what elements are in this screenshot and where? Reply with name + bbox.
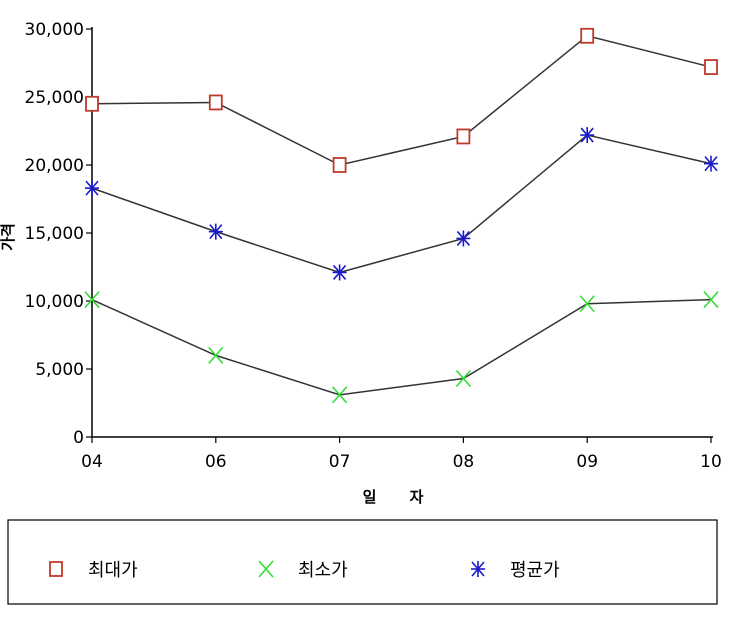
y-tick-label: 10,000 (25, 292, 84, 312)
chart-axes: 0 5,000 10,000 15,000 20,000 25,000 30,000 04 06… (25, 20, 722, 472)
y-axis-title: 가격 (0, 223, 17, 251)
y-tick-label: 15,000 (25, 224, 84, 244)
series-markers (84, 27, 719, 404)
y-tick-label: 25,000 (25, 88, 84, 108)
y-tick-label: 30,000 (25, 20, 84, 40)
data-point-0 (208, 94, 223, 111)
legend-label: 최소가 (298, 560, 348, 581)
legend-marker-0 (49, 561, 63, 577)
data-point-2 (704, 155, 718, 172)
x-tick-label: 07 (329, 452, 351, 472)
y-tick-label: 20,000 (25, 156, 84, 176)
data-point-2 (580, 127, 595, 144)
series-line-1 (91, 298, 712, 396)
legend-label: 최대가 (88, 560, 138, 581)
series-lines (91, 34, 712, 396)
data-point-0 (332, 157, 347, 173)
y-tick-label: 5,000 (35, 360, 84, 380)
x-tick-label: 10 (700, 452, 722, 472)
legend-marker-2 (471, 561, 485, 577)
legend-box (7, 519, 718, 605)
data-point-1 (208, 346, 224, 364)
data-point-2 (208, 223, 223, 240)
series-line-2 (91, 134, 712, 274)
data-point-1 (703, 291, 719, 309)
data-point-1 (331, 386, 348, 404)
data-point-2 (85, 180, 99, 197)
legend-marker-1 (258, 560, 274, 578)
data-point-1 (84, 291, 100, 309)
x-tick-label: 06 (205, 452, 227, 472)
data-point-1 (579, 295, 595, 313)
legend-label: 평균가 (510, 560, 560, 581)
data-point-2 (332, 264, 347, 281)
data-point-0 (456, 128, 471, 145)
legend: 최대가 최소가 평균가 (49, 560, 560, 581)
y-tick-label: 0 (73, 428, 84, 448)
series-line-0 (91, 34, 712, 166)
data-point-2 (456, 230, 471, 247)
x-tick-label: 08 (453, 452, 475, 472)
x-tick-label: 04 (81, 452, 103, 472)
data-point-0 (580, 27, 595, 44)
data-point-1 (455, 369, 472, 388)
data-point-0 (85, 95, 99, 112)
x-tick-label: 09 (576, 452, 598, 472)
data-point-0 (704, 59, 718, 75)
x-axis-title: 일 자 (363, 488, 438, 506)
